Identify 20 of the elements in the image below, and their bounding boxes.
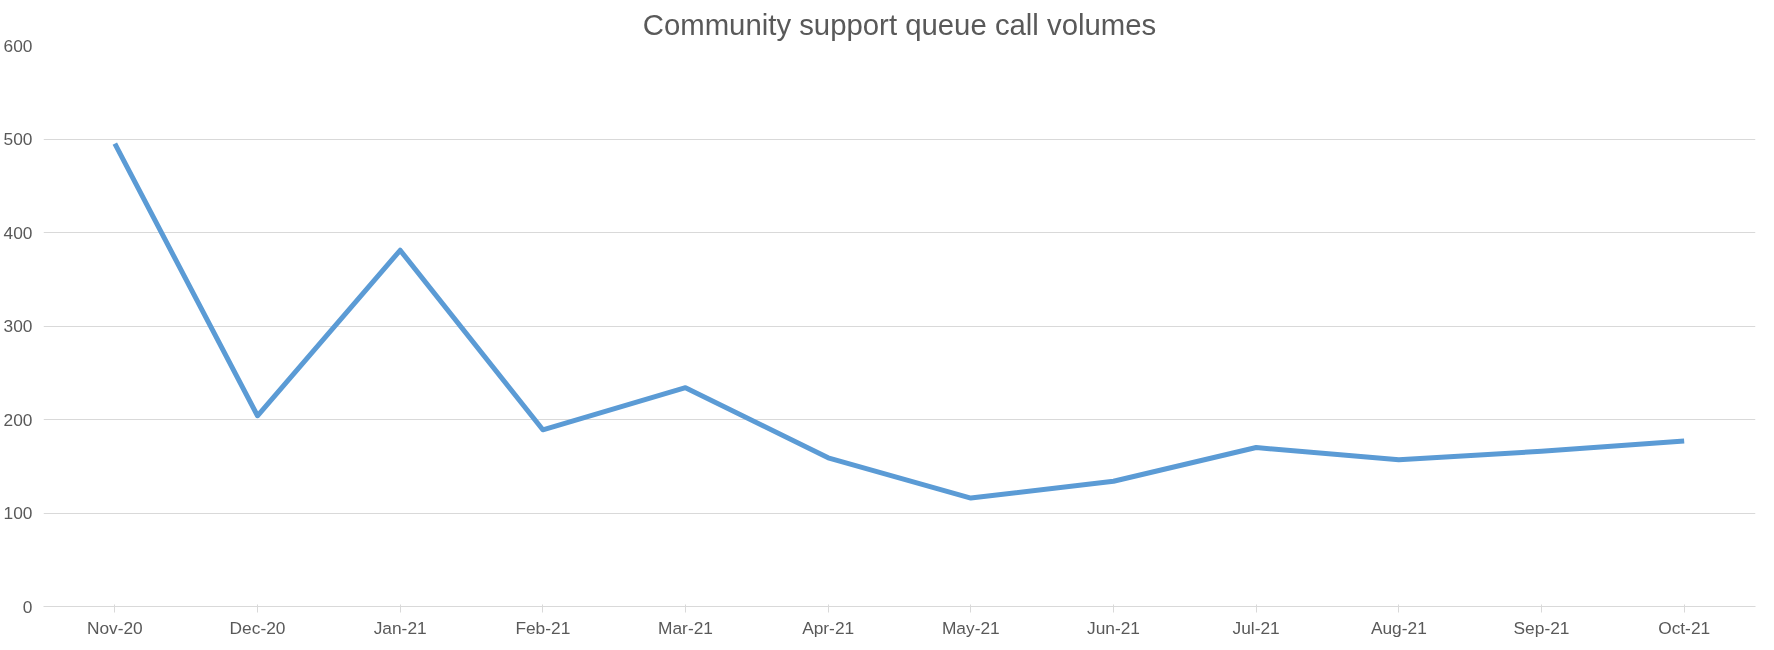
chart-title: Community support queue call volumes	[642, 7, 1157, 41]
y-tick-label: 200	[3, 409, 33, 430]
x-tick-label: Jul-21	[1232, 617, 1280, 638]
y-tick-label: 100	[3, 503, 33, 523]
y-tick-label: 400	[3, 222, 33, 243]
y-tick-label: 500	[3, 129, 33, 149]
x-tick-label: Feb-21	[515, 617, 571, 638]
x-tick-label: Aug-21	[1370, 617, 1427, 638]
x-tick-label: Jan-21	[373, 617, 427, 638]
x-tick-label: Mar-21	[658, 617, 713, 638]
x-tick-label: Nov-20	[86, 617, 143, 638]
x-tick-label: Oct-21	[1658, 617, 1711, 638]
x-tick-label: Apr-21	[802, 617, 855, 638]
x-tick-label: Sep-21	[1513, 617, 1570, 638]
x-tick-label: Dec-20	[229, 617, 286, 638]
y-tick-label: 0	[22, 596, 33, 617]
x-tick-label: May-21	[941, 617, 1000, 638]
y-tick-label: 600	[3, 35, 33, 56]
y-tick-label: 300	[3, 316, 33, 336]
x-tick-label: Jun-21	[1087, 617, 1140, 638]
